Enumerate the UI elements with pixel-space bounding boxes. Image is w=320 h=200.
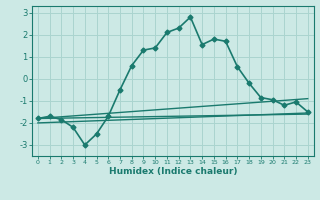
X-axis label: Humidex (Indice chaleur): Humidex (Indice chaleur) [108,167,237,176]
